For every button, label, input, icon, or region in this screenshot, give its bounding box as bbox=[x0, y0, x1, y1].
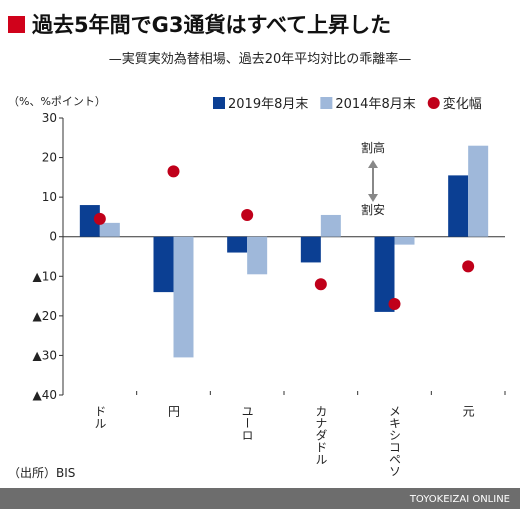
legend-swatch bbox=[320, 97, 333, 109]
dot bbox=[93, 212, 106, 225]
subtitle: —実質実効為替相場、過去20年平均対比の乖離率— bbox=[109, 51, 412, 67]
arrow bbox=[368, 160, 378, 202]
legend-label: 2014年8月末 bbox=[335, 97, 415, 112]
dot bbox=[462, 260, 475, 273]
y-tick-label: 30 bbox=[42, 111, 57, 125]
y-tick-label: ▲30 bbox=[33, 348, 58, 362]
dot bbox=[167, 165, 180, 178]
x-tick-label: ドル bbox=[93, 405, 107, 429]
bar bbox=[374, 236, 395, 312]
source: （出所）BIS bbox=[8, 466, 75, 480]
bar bbox=[227, 236, 248, 253]
bar bbox=[468, 145, 489, 237]
x-tick-label: 元 bbox=[461, 405, 475, 418]
title-marker bbox=[8, 16, 25, 33]
footer: TOYOKEIZAI ONLINE bbox=[409, 494, 510, 505]
bar bbox=[394, 236, 415, 245]
legend-swatch bbox=[427, 97, 440, 109]
annotation: 割高 bbox=[361, 140, 385, 155]
annotation: 割安 bbox=[361, 202, 385, 217]
bar bbox=[320, 214, 341, 237]
bar bbox=[300, 236, 321, 263]
chart-title: 過去5年間でG3通貨はすべて上昇した bbox=[32, 13, 391, 37]
y-tick-label: ▲10 bbox=[33, 269, 58, 283]
x-tick-label: 円 bbox=[167, 405, 181, 417]
bar bbox=[79, 205, 100, 237]
bar bbox=[153, 236, 174, 293]
dot bbox=[388, 297, 401, 310]
dot bbox=[314, 278, 327, 291]
footer-bar bbox=[0, 488, 520, 509]
y-tick-label: 0 bbox=[49, 230, 57, 244]
x-tick-label: ユーロ bbox=[240, 405, 254, 441]
y-axis-label: （%、%ポイント） bbox=[8, 95, 106, 108]
y-tick-label: ▲20 bbox=[33, 309, 58, 323]
bar bbox=[173, 236, 194, 358]
y-tick-label: 20 bbox=[42, 151, 57, 165]
bar bbox=[247, 236, 268, 275]
x-tick-label: メキシコペソ bbox=[388, 405, 402, 477]
legend-label: 変化幅 bbox=[443, 96, 482, 112]
y-tick-label: ▲40 bbox=[33, 388, 58, 402]
bar bbox=[99, 222, 120, 237]
legend-label: 2019年8月末 bbox=[228, 97, 308, 112]
bar bbox=[448, 175, 469, 237]
y-tick-label: 10 bbox=[42, 190, 57, 204]
legend-swatch bbox=[213, 97, 225, 109]
x-tick-label: カナダドル bbox=[314, 405, 328, 465]
dot bbox=[241, 208, 254, 221]
